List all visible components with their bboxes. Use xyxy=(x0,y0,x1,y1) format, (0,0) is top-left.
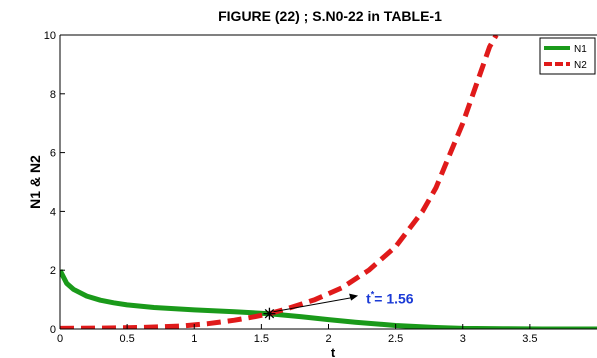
chart-title: FIGURE (22) ; S.N0-22 in TABLE-1 xyxy=(218,8,442,24)
annotation-label-t: t xyxy=(366,291,371,307)
y-tick-label: 8 xyxy=(50,89,56,101)
annotation-label-value: = 1.56 xyxy=(374,291,414,307)
x-tick-label: 3.5 xyxy=(522,333,537,345)
y-tick-label: 6 xyxy=(50,148,56,160)
legend-label-n2: N2 xyxy=(574,60,587,71)
axes: 0 2 4 6 8 10 0 0.5 1 1.5 2 2.5 3 3.5 t*= 1.56 xyxy=(44,30,597,345)
x-tick-label: 3 xyxy=(460,333,466,345)
y-tick-label: 10 xyxy=(44,30,56,42)
y-tick-label: 2 xyxy=(50,265,56,277)
x-tick-label: 2.5 xyxy=(388,333,403,345)
legend-box xyxy=(539,37,596,75)
x-tick-label: 1 xyxy=(191,333,197,345)
annotation-arrow-head xyxy=(349,293,359,301)
annotation-label-sup: * xyxy=(371,290,375,300)
legend-label-n1: N1 xyxy=(574,44,587,55)
plot-area xyxy=(60,35,597,329)
x-tick-label: 1.5 xyxy=(254,333,269,345)
star-stroke xyxy=(264,309,275,319)
x-tick-label: 2 xyxy=(325,333,331,345)
series-line-n2 xyxy=(60,35,499,329)
x-tick-label: 0.5 xyxy=(119,333,134,345)
y-axis-label: N1 & N2 xyxy=(27,155,43,209)
y-tick-label: 4 xyxy=(50,206,56,218)
annotation-arrow-line xyxy=(273,297,353,313)
intersection-star-marker xyxy=(263,307,276,320)
annotation-label: t*= 1.56 xyxy=(366,290,414,307)
x-tick-label: 0 xyxy=(57,333,63,345)
series-line-n1 xyxy=(60,269,597,329)
y-tick-label: 0 xyxy=(50,324,56,336)
x-axis-label: t xyxy=(331,345,336,358)
